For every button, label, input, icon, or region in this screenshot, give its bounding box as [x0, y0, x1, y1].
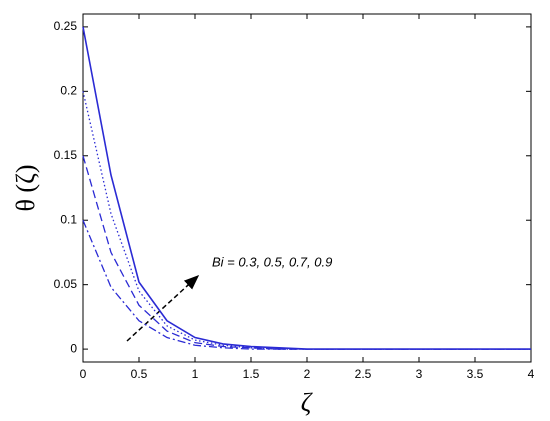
y-tick-label: 0.15: [54, 148, 78, 162]
y-tick-label: 0.2: [60, 84, 77, 98]
annotation: Bi = 0.3, 0.5, 0.7, 0.9: [212, 254, 332, 269]
data-line: [82, 219, 531, 350]
x-tick-label: 3.5: [467, 367, 484, 381]
y-axis-label: θ (ζ): [11, 164, 40, 211]
axes-box: [82, 13, 532, 363]
x-axis-label: ζ: [301, 388, 313, 417]
x-tick-label: 2: [304, 367, 311, 381]
x-tick-label: 4: [528, 367, 535, 381]
x-tick-label: 2.5: [355, 367, 372, 381]
x-tick-label: 3: [416, 367, 423, 381]
x-tick-label: 1.5: [243, 367, 260, 381]
x-tick-label: 1: [192, 367, 199, 381]
x-tick-label: 0.5: [131, 367, 148, 381]
x-tick-label: 0: [80, 367, 87, 381]
y-tick-label: 0.25: [54, 19, 78, 33]
y-tick-label: 0.05: [54, 277, 78, 291]
y-tick-label: 0: [70, 341, 77, 355]
data-line: [82, 155, 531, 350]
data-line: [82, 91, 531, 350]
annotation-arrow: [126, 274, 200, 342]
data-line: [82, 26, 531, 350]
y-tick-label: 0.1: [60, 212, 77, 226]
